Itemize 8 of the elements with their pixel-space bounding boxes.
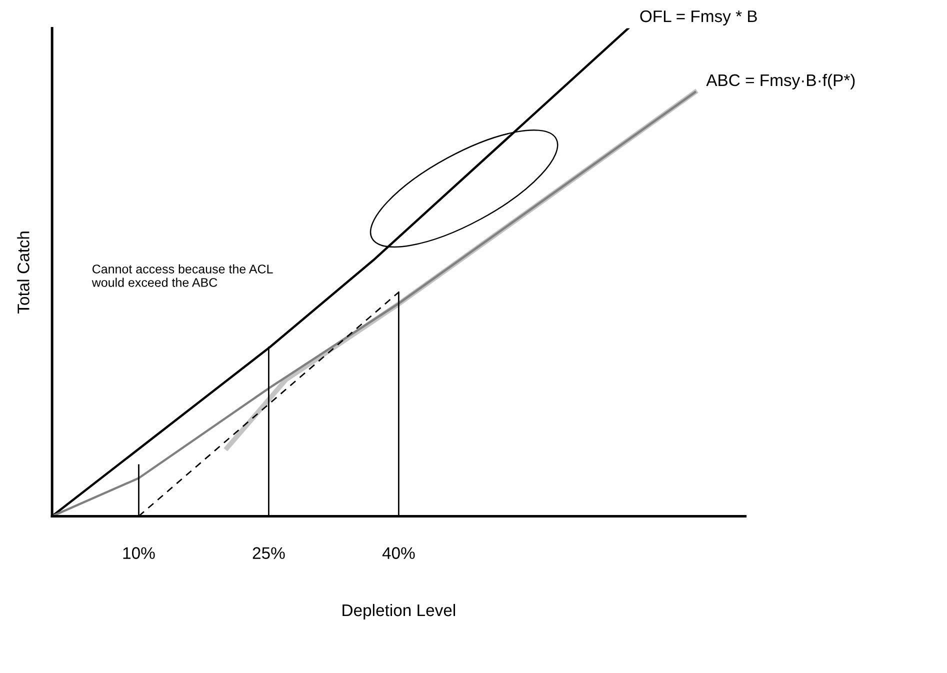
y-axis-title: Total Catch [17, 232, 30, 314]
x-tick-label: 40% [382, 547, 415, 559]
series-label: OFL = Fmsy * B [640, 10, 757, 26]
annotation: Cannot access because the ACL would exceed the ABC [92, 264, 273, 287]
series-label: ABC = Fmsy·B·f(P*) [706, 74, 855, 90]
x-axis-title: Depletion Level [342, 604, 456, 620]
x-tick-label: 25% [252, 547, 285, 559]
x-tick-label: 10% [123, 547, 155, 559]
